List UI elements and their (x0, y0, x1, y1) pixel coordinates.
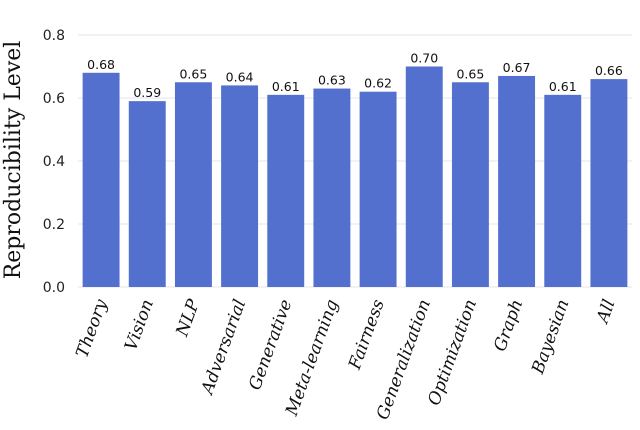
x-tick-label: Vision (121, 297, 158, 353)
x-tick-label: All (592, 297, 619, 327)
bar (405, 66, 443, 287)
data-labels: 0.68 0.59 0.65 0.64 0.61 0.63 0.62 0.70 0.65 0.67… (87, 51, 623, 101)
bar (498, 75, 536, 287)
y-tick-label: 0.0 (43, 280, 65, 296)
x-tick-label: Bayesian (528, 297, 574, 378)
data-label: 0.63 (318, 73, 346, 88)
bar (128, 101, 166, 288)
data-label: 0.70 (410, 51, 438, 66)
data-label: 0.65 (456, 66, 484, 81)
data-label: 0.62 (364, 76, 392, 91)
x-tick-label: Generative (245, 297, 296, 393)
x-tick-label: NLP (172, 296, 204, 340)
bar (359, 91, 397, 287)
data-label: 0.68 (87, 57, 115, 72)
data-label: 0.65 (179, 66, 207, 81)
x-tick-label: Graph (490, 297, 527, 354)
gridlines (78, 34, 632, 288)
data-label: 0.67 (503, 60, 531, 75)
data-label: 0.64 (226, 69, 254, 84)
bar (174, 82, 212, 287)
y-axis-label: Reproducibility Level (1, 41, 26, 280)
bar (82, 72, 120, 287)
bar (221, 85, 259, 288)
y-tick-label: 0.2 (43, 217, 65, 233)
bar (590, 79, 628, 287)
y-tick-label: 0.6 (43, 91, 65, 107)
y-tick-label: 0.8 (43, 28, 65, 44)
bar (267, 94, 305, 287)
bars (82, 66, 628, 288)
bar (451, 82, 489, 287)
data-label: 0.66 (595, 63, 623, 78)
x-tick-label: Theory (72, 297, 112, 361)
y-tick-label: 0.4 (43, 154, 65, 170)
data-label: 0.59 (133, 85, 161, 100)
x-axis-ticks: Theory Vision NLPAdversarialGenerativeMeta… (72, 296, 619, 422)
data-label: 0.61 (549, 79, 577, 94)
x-tick-label: Optimization (424, 297, 481, 408)
y-axis-ticks: 0.0 0.2 0.4 0.6 0.8 (43, 28, 65, 296)
bar (313, 88, 351, 287)
x-tick-label: Fairness (345, 297, 389, 373)
bar (544, 94, 582, 287)
data-label: 0.61 (272, 79, 300, 94)
x-tick-label: Adversarial (197, 297, 250, 399)
